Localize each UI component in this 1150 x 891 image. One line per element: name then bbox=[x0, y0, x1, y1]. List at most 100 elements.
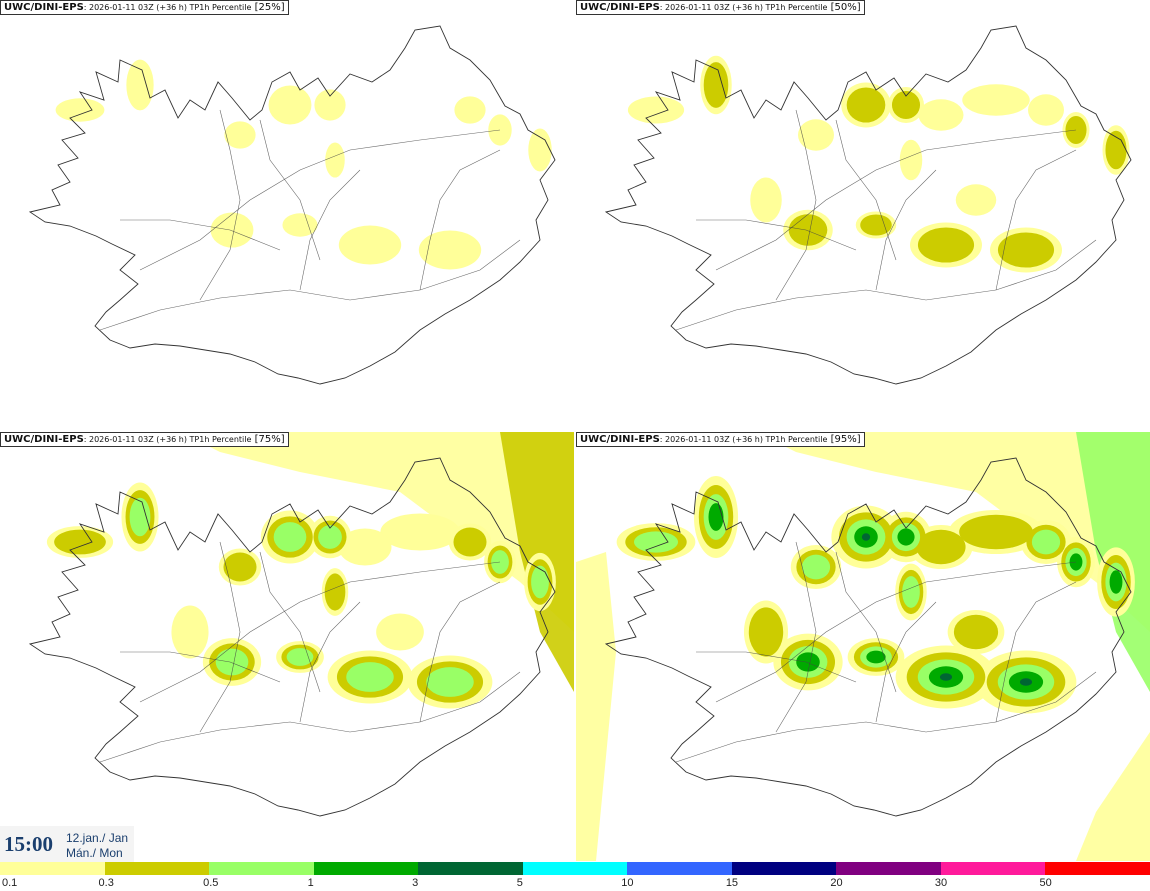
color-legend: 0.1 0.3 0.5 1 3 5 10 15 20 30 50 bbox=[0, 862, 1150, 891]
model-name: UWC/DINI-EPS bbox=[580, 434, 660, 445]
road-line bbox=[199, 541, 241, 733]
precip-band bbox=[282, 213, 318, 237]
percentile-label: [50%] bbox=[827, 2, 861, 13]
legend-tick-label: 0.3 bbox=[98, 877, 114, 889]
legend-tick-label: 15 bbox=[725, 877, 739, 889]
precip-band bbox=[224, 121, 256, 149]
precip-band bbox=[902, 576, 920, 608]
precip-band bbox=[1109, 570, 1123, 594]
precip-band bbox=[531, 565, 549, 599]
precip-band bbox=[126, 59, 154, 111]
run-info: : 2026-01-11 03Z (+36 h) TP1h Percentile bbox=[83, 3, 252, 12]
precip-band bbox=[748, 607, 784, 657]
road-line bbox=[259, 119, 321, 261]
road-line bbox=[696, 219, 857, 251]
precip-band bbox=[953, 614, 999, 650]
legend-tick-label: 5 bbox=[516, 877, 523, 889]
precip-band bbox=[897, 528, 915, 546]
precip-band bbox=[324, 573, 346, 611]
precip-band bbox=[846, 87, 886, 123]
legend-tick-label: 20 bbox=[830, 877, 843, 889]
precip-band bbox=[708, 503, 724, 531]
precip-band bbox=[453, 527, 487, 557]
precip-band bbox=[286, 648, 314, 666]
road-line bbox=[199, 109, 241, 301]
precip-area-sea bbox=[756, 432, 1150, 632]
precip-band bbox=[916, 529, 966, 565]
road-line bbox=[299, 169, 361, 291]
legend-tick-label: 0.1 bbox=[2, 877, 18, 889]
precip-band bbox=[338, 528, 392, 566]
road-line bbox=[835, 551, 897, 693]
run-info: : 2026-01-11 03Z (+36 h) TP1h Percentile bbox=[659, 435, 828, 444]
precip-map bbox=[28, 432, 574, 817]
precip-band bbox=[325, 142, 345, 178]
model-name: UWC/DINI-EPS bbox=[4, 2, 84, 13]
legend-tick-label: 50 bbox=[1039, 877, 1052, 889]
road-line bbox=[675, 239, 1097, 331]
run-info: : 2026-01-11 03Z (+36 h) TP1h Percentile bbox=[659, 3, 828, 12]
precip-band bbox=[223, 552, 257, 582]
panel-divider-horizontal bbox=[0, 429, 1150, 432]
valid-time-box: 15:00 12.jan./ Jan Mán./ Mon bbox=[0, 826, 134, 862]
precip-band bbox=[454, 96, 486, 124]
precip-band bbox=[314, 89, 346, 121]
road-line bbox=[99, 239, 521, 331]
road-line bbox=[419, 149, 501, 291]
legend-swatch bbox=[836, 862, 942, 875]
panel-title: UWC/DINI-EPS: 2026-01-11 03Z (+36 h) TP1… bbox=[576, 0, 865, 15]
legend-swatch bbox=[209, 862, 315, 875]
precip-band bbox=[54, 529, 106, 555]
road-line bbox=[675, 671, 1097, 763]
legend-swatch bbox=[940, 862, 1047, 875]
precip-band bbox=[55, 98, 105, 122]
road-line bbox=[875, 169, 937, 291]
precip-band bbox=[171, 605, 209, 659]
precip-band bbox=[860, 214, 892, 236]
precip-band bbox=[129, 497, 151, 537]
percentile-label: [95%] bbox=[827, 434, 861, 445]
road-line bbox=[775, 109, 817, 301]
road-line bbox=[715, 129, 1077, 271]
precip-band bbox=[962, 84, 1030, 116]
road-line bbox=[259, 551, 321, 693]
legend-tick-label: 1 bbox=[307, 877, 314, 889]
precip-band bbox=[917, 227, 975, 263]
road-line bbox=[139, 561, 501, 703]
precip-band bbox=[215, 648, 249, 676]
precip-band bbox=[338, 225, 402, 265]
road-line bbox=[299, 601, 361, 723]
precip-band bbox=[273, 522, 307, 552]
precip-band bbox=[899, 139, 923, 181]
precip-band bbox=[268, 85, 312, 125]
precip-map bbox=[28, 25, 556, 385]
road-line bbox=[995, 581, 1077, 723]
legend-tick-label: 30 bbox=[934, 877, 948, 889]
legend-swatch bbox=[0, 862, 106, 875]
precip-band bbox=[376, 613, 424, 651]
legend-swatch bbox=[522, 862, 629, 875]
precip-band bbox=[633, 531, 679, 553]
panel-title: UWC/DINI-EPS: 2026-01-11 03Z (+36 h) TP1… bbox=[576, 432, 865, 447]
precip-map bbox=[576, 432, 1150, 861]
road-line bbox=[419, 581, 501, 723]
legend-swatch bbox=[731, 862, 838, 875]
legend-swatch bbox=[1045, 862, 1150, 875]
road-line bbox=[715, 561, 1077, 703]
map-panel-2: UWC/DINI-EPS: 2026-01-11 03Z (+36 h) TP1… bbox=[576, 0, 1150, 429]
legend-tick-label: 10 bbox=[621, 877, 634, 889]
precip-band bbox=[798, 119, 834, 151]
percentile-label: [25%] bbox=[251, 2, 285, 13]
coastline bbox=[604, 25, 1132, 385]
coastline bbox=[604, 457, 1132, 817]
panel-title: UWC/DINI-EPS: 2026-01-11 03Z (+36 h) TP1… bbox=[0, 0, 289, 15]
road-line bbox=[120, 219, 281, 251]
road-line bbox=[696, 651, 857, 683]
precip-band bbox=[997, 232, 1055, 268]
road-line bbox=[120, 651, 281, 683]
road-line bbox=[775, 541, 817, 733]
precip-band bbox=[955, 184, 997, 216]
legend-tick-label: 3 bbox=[412, 877, 419, 889]
precip-area-sea bbox=[180, 432, 574, 632]
precip-band bbox=[528, 128, 552, 172]
